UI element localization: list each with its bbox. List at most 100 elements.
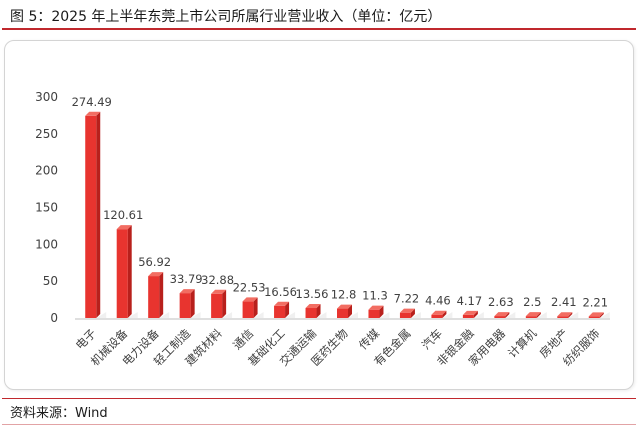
data-label: 22.53 (233, 280, 266, 294)
category-label: 传媒 (356, 326, 383, 353)
bar-shadow (253, 312, 264, 318)
data-label: 11.3 (362, 289, 388, 303)
bar (211, 293, 223, 318)
data-label: 2.41 (551, 295, 577, 309)
bar-side (410, 308, 415, 318)
bar (242, 301, 254, 318)
bar-side (505, 312, 510, 318)
bar-side (127, 225, 132, 318)
bar (431, 314, 443, 318)
bar (525, 316, 537, 318)
data-label: 2.21 (582, 295, 608, 309)
bar-side (536, 312, 541, 318)
bar-side (253, 297, 258, 318)
category-label: 汽车 (419, 326, 445, 352)
bar-shadow (222, 312, 233, 318)
bar-side (599, 312, 604, 318)
data-label: 2.63 (488, 295, 514, 309)
bar-top (242, 297, 258, 302)
y-tick-label: 250 (35, 127, 58, 141)
y-tick-label: 300 (35, 90, 58, 104)
y-tick-label: 150 (35, 201, 58, 215)
data-label: 56.92 (138, 255, 171, 269)
data-label: 4.46 (425, 294, 451, 308)
bar-side (379, 305, 384, 318)
bar-top (557, 312, 573, 317)
bar-top (274, 301, 290, 306)
bottom-divider (2, 424, 636, 425)
y-tick-label: 0 (50, 311, 58, 325)
bar-side (316, 304, 321, 318)
data-label: 120.61 (103, 208, 143, 222)
y-tick-label: 200 (35, 164, 58, 178)
bar-top (337, 304, 352, 309)
bar-shadow (473, 312, 484, 318)
bar (557, 316, 569, 318)
bar-shadow (348, 312, 358, 318)
bar (85, 115, 97, 319)
bar-top (588, 312, 604, 317)
bar-shadow (96, 312, 107, 318)
category-label: 计算机 (505, 326, 540, 361)
bar (462, 314, 474, 318)
data-label: 12.8 (331, 288, 357, 302)
y-tick-label: 100 (35, 237, 58, 251)
bar-shadow (568, 312, 579, 318)
figure-title: 图 5：2025 年上半年东莞上市公司所属行业营业收入（单位：亿元） (2, 4, 636, 30)
source-divider (2, 398, 636, 399)
bar-shadow (379, 312, 390, 318)
data-label: 7.22 (394, 292, 420, 306)
bar-shadow (410, 312, 421, 318)
bar (588, 316, 600, 318)
data-label: 13.56 (296, 287, 329, 301)
y-tick-label: 50 (43, 274, 58, 288)
data-label: 2.5 (523, 295, 541, 309)
bar-shadow (316, 312, 327, 318)
bar-side (348, 304, 352, 318)
bar-top (179, 289, 195, 294)
bar-side (285, 301, 290, 318)
bar-top (462, 310, 478, 315)
bar-shadow (442, 312, 453, 318)
bar-top (368, 305, 384, 310)
category-label: 通信 (230, 326, 256, 352)
bar-shadow (505, 312, 516, 318)
bar-side (190, 289, 195, 318)
bar (494, 316, 506, 318)
bar (274, 305, 286, 318)
bar-side (473, 310, 478, 318)
chart-panel (4, 40, 634, 390)
bar-side (222, 289, 227, 318)
bar (148, 276, 160, 318)
bar-top (494, 312, 510, 317)
bar-side (568, 312, 573, 318)
bar-shadow (536, 312, 547, 318)
bar-top (85, 111, 101, 116)
bar-shadow (285, 312, 296, 318)
bar-side (442, 310, 447, 318)
bar (399, 312, 411, 318)
data-label: 4.17 (457, 294, 483, 308)
bar (305, 308, 317, 318)
bar-side (159, 272, 164, 318)
bar-top (399, 308, 415, 313)
bar-top (525, 312, 541, 317)
bar (337, 308, 348, 318)
bar-shadow (599, 312, 610, 318)
data-label: 274.49 (72, 95, 112, 109)
bar (368, 309, 380, 318)
bar-shadow (190, 312, 201, 318)
bar-top (211, 289, 227, 294)
bar (116, 229, 128, 318)
bar-shadow (159, 312, 170, 318)
category-label: 电子 (73, 326, 99, 352)
data-label: 33.79 (170, 272, 203, 286)
bar-top (305, 304, 321, 309)
bar-top (116, 225, 132, 230)
bar-top (148, 272, 164, 277)
bar-shadow (127, 312, 138, 318)
bar-top (431, 310, 447, 315)
data-label: 32.88 (201, 273, 234, 287)
